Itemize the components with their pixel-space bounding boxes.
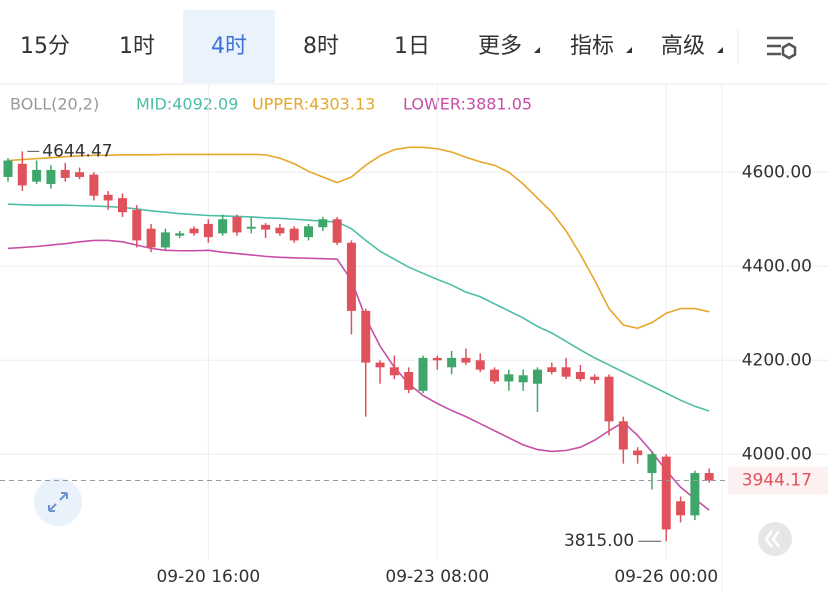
candle-body	[346, 242, 356, 311]
candle-body	[17, 163, 27, 186]
settings-icon[interactable]	[767, 36, 797, 60]
dropdown-arrow	[534, 47, 540, 53]
band-line	[7, 146, 710, 330]
candle-body	[418, 357, 428, 391]
candle-body	[461, 357, 471, 363]
candle-body	[633, 450, 643, 456]
candle-body	[404, 372, 414, 390]
candle-body	[132, 209, 142, 241]
legend-entry: LOWER:3881.05	[403, 95, 532, 114]
candle-body	[575, 372, 585, 380]
candle-body	[246, 226, 256, 229]
candle-body	[447, 357, 457, 368]
min-label: 3815.00	[564, 531, 634, 551]
candle-body	[547, 367, 557, 372]
tab[interactable]: 更多	[478, 34, 522, 59]
last-price-label: 3944.17	[742, 470, 812, 490]
candle-body	[361, 310, 371, 363]
candle-body	[561, 367, 571, 377]
candle-body	[518, 375, 528, 383]
candle-body	[203, 223, 213, 238]
candle-body	[160, 232, 170, 248]
candle-body	[690, 473, 700, 516]
candle-body	[590, 376, 600, 380]
x-tick-label: 09-23 08:00	[385, 567, 489, 587]
candle-body	[618, 421, 628, 450]
dropdown-arrow	[717, 47, 723, 53]
candle-body	[3, 160, 13, 177]
candle-body	[704, 473, 714, 481]
candle-body	[490, 369, 500, 382]
tab[interactable]: 4时	[211, 34, 247, 59]
candle-body	[261, 224, 271, 230]
max-label: 4644.47	[42, 141, 112, 161]
candle-body	[304, 226, 314, 238]
scroll-back-button[interactable]	[758, 522, 792, 556]
candle-body	[75, 172, 85, 177]
y-tick-label: 4400.00	[742, 256, 812, 276]
tab[interactable]: 指标	[570, 34, 614, 59]
candle-body	[89, 174, 99, 196]
x-tick-label: 09-26 00:00	[614, 567, 718, 587]
candle-body	[275, 227, 285, 234]
candle-body	[32, 169, 42, 182]
candle-body	[232, 216, 242, 233]
candle-body	[117, 198, 127, 213]
tab[interactable]: 15分	[20, 34, 70, 59]
candle-body	[504, 374, 514, 382]
last-price-box	[728, 466, 828, 495]
candle-body	[676, 501, 686, 516]
candle-body	[46, 169, 56, 184]
legend-entry: UPPER:4303.13	[252, 95, 375, 114]
dropdown-arrow	[626, 47, 632, 53]
candle-body	[146, 228, 156, 248]
candle-body	[375, 362, 385, 368]
y-tick-label: 4600.00	[742, 162, 812, 182]
tab-selected-bg	[183, 10, 275, 83]
band-line	[7, 239, 710, 511]
expand-button[interactable]	[34, 478, 82, 526]
candle-body	[604, 376, 614, 422]
candle-body	[218, 219, 228, 234]
candle-body	[60, 169, 70, 178]
candle-body	[389, 367, 399, 376]
tab[interactable]: 8时	[303, 34, 339, 59]
candle-body	[175, 233, 185, 236]
candle-body	[189, 228, 199, 234]
candle-body	[647, 454, 657, 474]
candle-body	[532, 369, 542, 384]
legend-entry: MID:4092.09	[136, 95, 238, 114]
candle-body	[289, 228, 299, 241]
tab[interactable]: 1时	[119, 34, 155, 59]
candle-body	[432, 357, 442, 361]
tab[interactable]: 高级	[661, 34, 705, 59]
candle-body	[475, 360, 485, 370]
indicator-label: BOLL(20,2)	[10, 95, 99, 114]
candle-body	[332, 219, 342, 243]
y-tick-label: 4000.00	[742, 444, 812, 464]
x-tick-label: 09-20 16:00	[156, 567, 260, 587]
y-tick-label: 4200.00	[742, 350, 812, 370]
tab[interactable]: 1日	[394, 34, 430, 59]
candle-body	[103, 194, 113, 201]
candle-body	[318, 219, 328, 228]
candle-body	[661, 456, 671, 530]
